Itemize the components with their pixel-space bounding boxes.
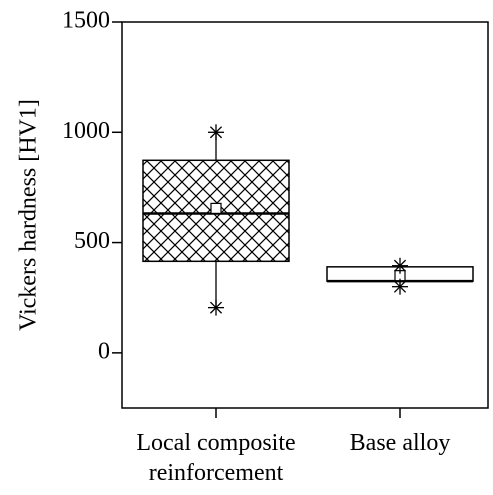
y-axis-label: Vickers hardness [HV1]	[16, 99, 42, 331]
y-tick-label: 500	[74, 228, 110, 254]
whisker-cap	[208, 124, 224, 141]
whisker-cap	[392, 278, 408, 295]
mean-marker	[210, 202, 222, 214]
x-tick-label: Local composite reinforcement	[136, 430, 296, 486]
whisker-cap	[392, 257, 408, 274]
y-tick-label: 1000	[62, 118, 110, 144]
y-tick-label: 0	[98, 338, 110, 364]
x-tick-label: Base alloy	[349, 430, 451, 456]
y-tick-label: 1500	[62, 8, 110, 34]
whisker-cap	[208, 299, 224, 316]
plot-frame	[121, 21, 489, 409]
